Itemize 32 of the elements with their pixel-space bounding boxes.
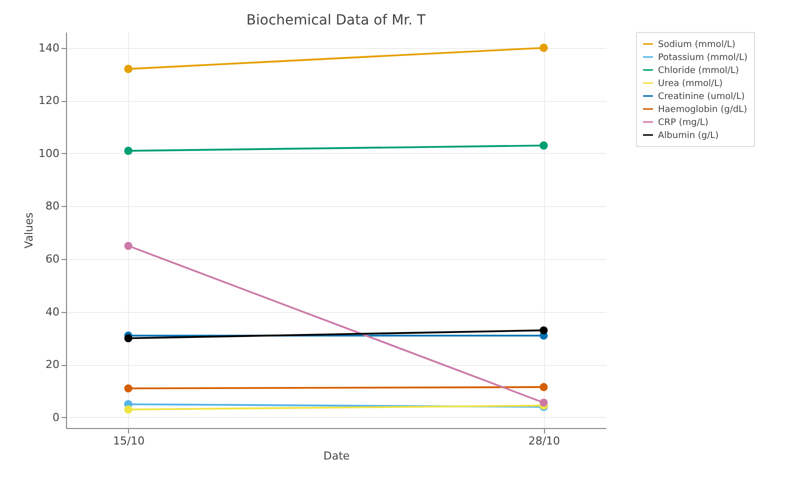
y-tick-label: 0	[52, 410, 60, 424]
legend-label: Chloride (mmol/L)	[658, 66, 739, 76]
y-axis-title: Values	[22, 212, 36, 248]
y-tick-label: 140	[38, 41, 60, 54]
y-tick-label: 60	[46, 252, 60, 266]
y-tick-label: 120	[38, 94, 60, 108]
legend-label: Sodium (mmol/L)	[658, 40, 736, 50]
y-tick-label: 20	[46, 358, 60, 372]
point	[124, 146, 132, 155]
point	[124, 242, 132, 250]
point	[540, 326, 548, 334]
point	[124, 334, 132, 342]
point	[540, 398, 548, 407]
legend-label: Creatinine (umol/L)	[658, 92, 745, 102]
point	[540, 44, 548, 52]
chart-title: Biochemical Data of Mr. T	[246, 12, 426, 28]
y-tick-label: 80	[46, 200, 60, 213]
legend-label: Albumin (g/L)	[658, 131, 719, 141]
legend-label: Potassium (mmol/L)	[658, 53, 748, 63]
legend-label: CRP (mg/L)	[658, 118, 708, 128]
point	[540, 383, 548, 392]
y-tick-label: 40	[46, 305, 60, 318]
point	[124, 384, 132, 392]
legend-label: Haemoglobin (g/dL)	[658, 105, 748, 115]
point	[540, 141, 548, 150]
x-tick-label: 15/10	[112, 434, 145, 448]
legend-label: Urea (mmol/L)	[658, 79, 723, 89]
x-axis-title: Date	[323, 450, 350, 462]
x-tick-label: 28/10	[528, 434, 560, 448]
y-tick-label: 100	[38, 146, 60, 160]
point	[124, 64, 132, 74]
point	[124, 405, 132, 414]
